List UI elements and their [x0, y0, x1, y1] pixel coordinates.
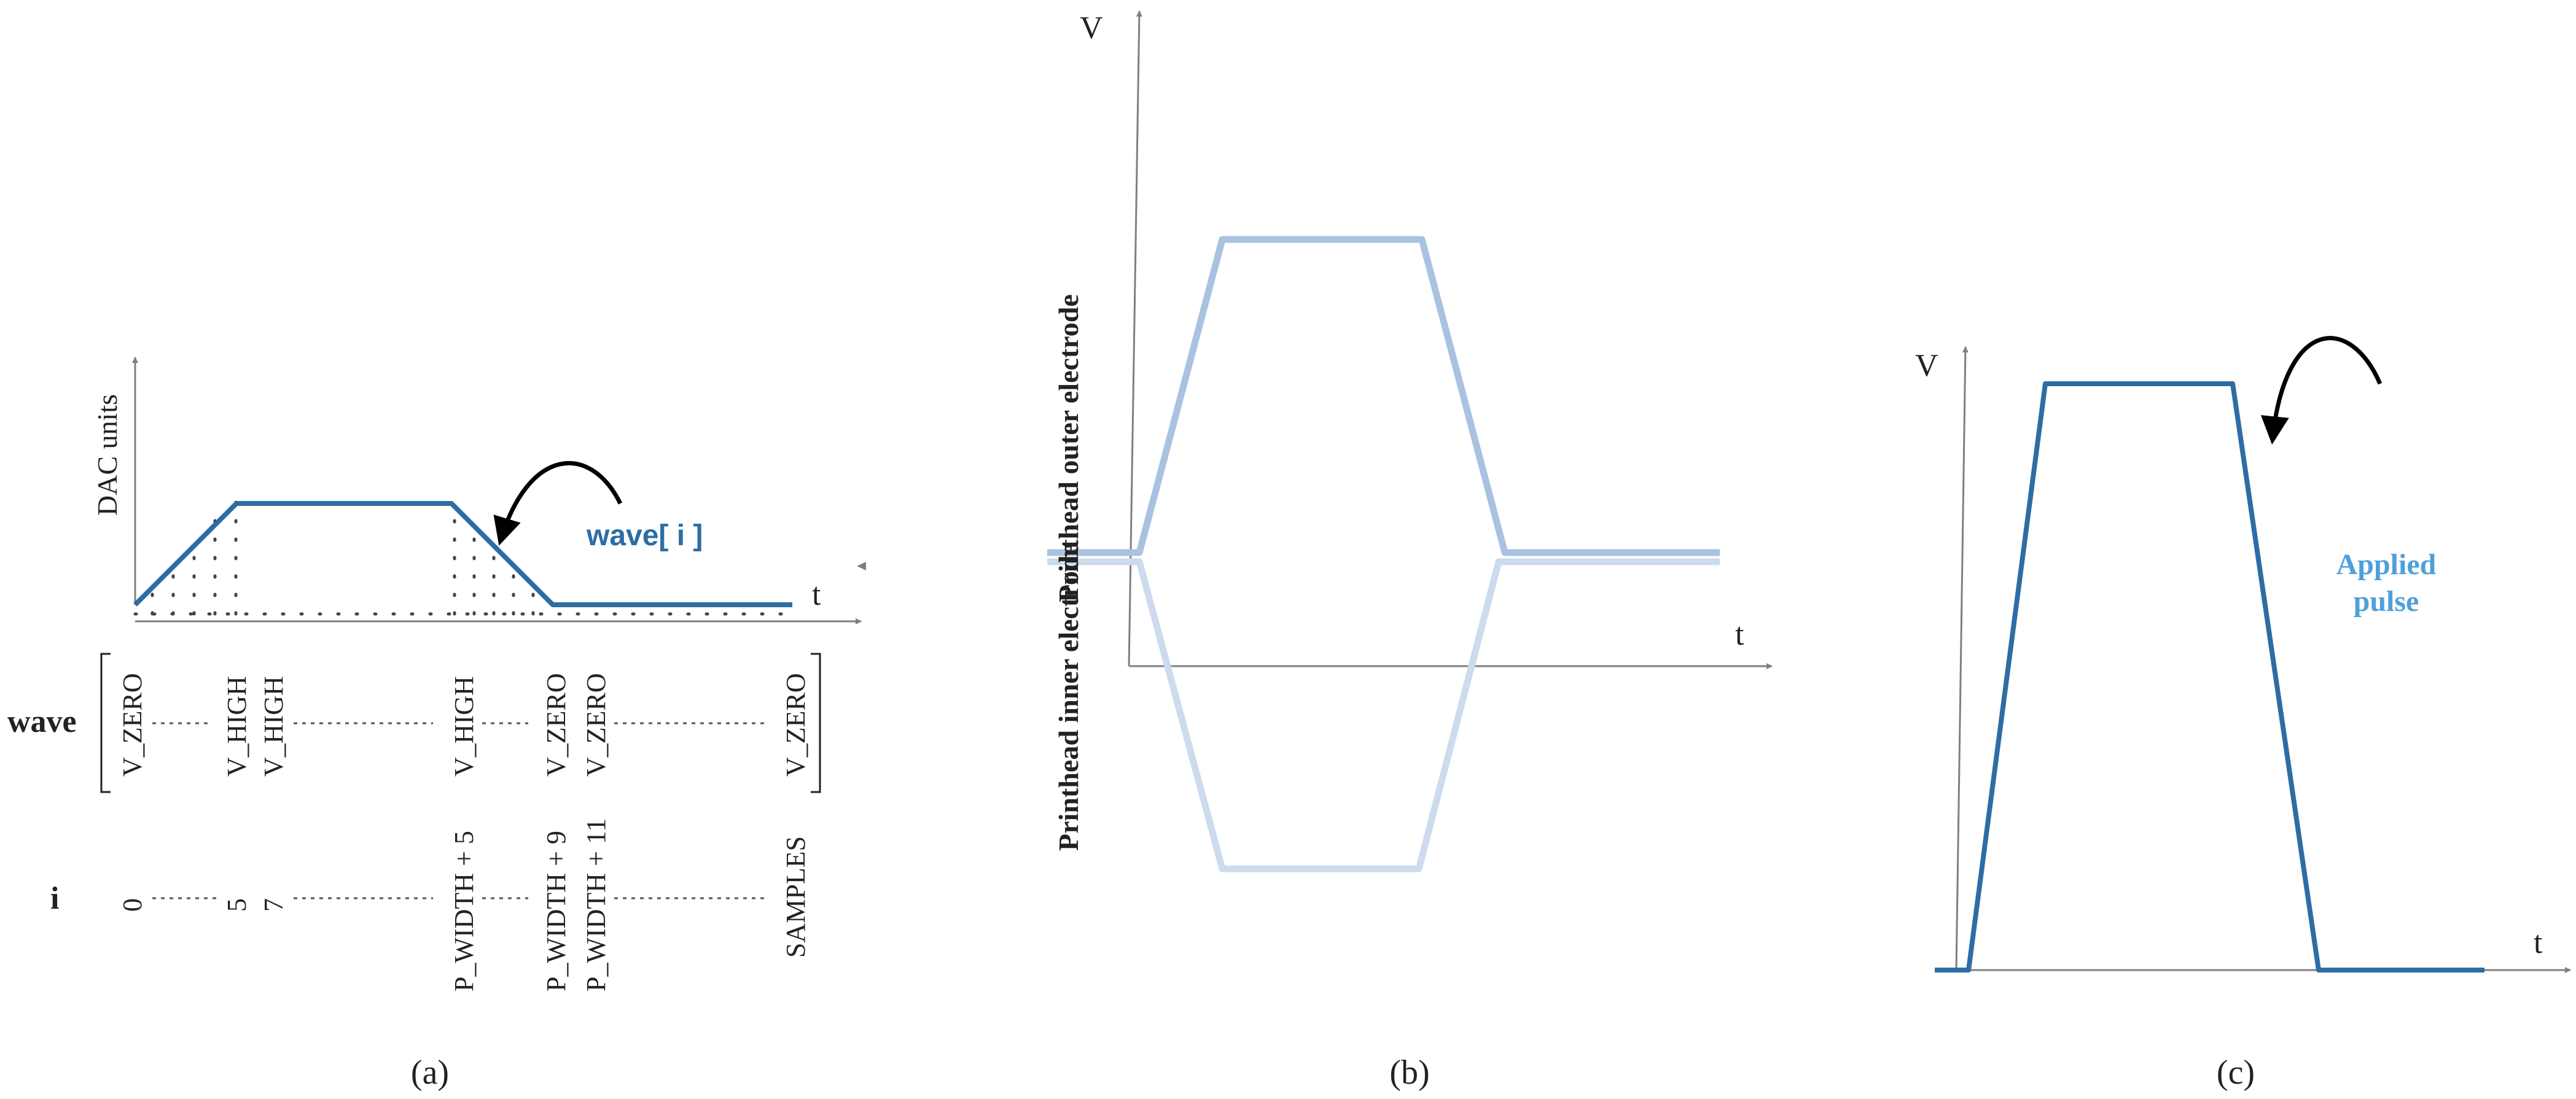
i-value-4: P_WIDTH + 9 [541, 831, 571, 992]
panel-c-curved-arrow [2260, 336, 2383, 445]
panel-b-outer-label: Printhead outer electrode [1053, 294, 1084, 602]
panel-a-fall-dots [453, 508, 535, 616]
panel-c-caption: (c) [2217, 1054, 2255, 1092]
i-value-2: 7 [259, 898, 289, 912]
panel-b-outer-waveform [1047, 236, 1720, 556]
panel-c-x-label: t [2534, 925, 2543, 960]
panel-a-wave-row: V_ZERO V_HIGH V_HIGH V_HIGH V_ZERO V_ZER… [117, 673, 811, 777]
panel-c-pulse-waveform [1935, 381, 2484, 973]
panel-a-caption: (a) [411, 1054, 449, 1092]
wave-value-2: V_HIGH [259, 676, 289, 777]
panel-c-arrow-label-line1: Applied [2336, 548, 2437, 581]
wave-value-1: V_HIGH [222, 676, 252, 777]
panel-a-waveform [133, 501, 792, 607]
panel-a-i-row: 0 5 7 P_WIDTH + 5 P_WIDTH + 9 P_WIDTH + … [117, 818, 811, 992]
panel-a-rise-dots [150, 495, 238, 616]
panel-b-x-label: t [1735, 617, 1744, 652]
panel-a-left-bracket [100, 653, 111, 793]
panel-b-y-label: V [1080, 10, 1103, 45]
panel-a-curved-arrow [493, 461, 623, 546]
panel-a-tick-mark [857, 562, 866, 570]
panel-c-arrow-label-line2: pulse [2354, 585, 2419, 618]
panel-c-y-label: V [1915, 348, 1938, 383]
panel-c: V t Applied pulse (c) [1915, 336, 2571, 1092]
panel-b-y-axis [1128, 10, 1142, 667]
panel-c-y-axis [1955, 346, 1969, 971]
panel-b-caption: (b) [1389, 1054, 1429, 1092]
i-value-5: P_WIDTH + 11 [581, 818, 611, 992]
wave-value-0: V_ZERO [117, 673, 147, 777]
panel-b-inner-label: Printhead inner electrode [1053, 543, 1084, 851]
panel-a: DAC units t wave[ i ] wave [7, 357, 866, 1092]
i-value-1: 5 [222, 898, 252, 912]
panel-a-right-bracket [811, 653, 821, 793]
panel-a-arrow-label: wave[ i ] [586, 519, 703, 552]
i-value-3: P_WIDTH + 5 [449, 831, 479, 992]
wave-value-5: V_ZERO [581, 673, 611, 777]
panel-a-x-label: t [812, 577, 821, 612]
wave-value-6: V_ZERO [781, 673, 811, 777]
i-value-6: SAMPLES [781, 836, 811, 958]
panel-a-y-label: DAC units [92, 394, 123, 516]
wave-value-4: V_ZERO [541, 673, 571, 777]
wave-value-3: V_HIGH [449, 676, 479, 777]
panel-b: V t Printhead outer electrode Printhead … [1047, 10, 1773, 1092]
panel-a-row-wave-label: wave [7, 704, 77, 739]
i-value-0: 0 [117, 898, 147, 912]
panel-b-inner-waveform [1047, 558, 1720, 872]
panel-a-row-i-label: i [50, 881, 59, 916]
